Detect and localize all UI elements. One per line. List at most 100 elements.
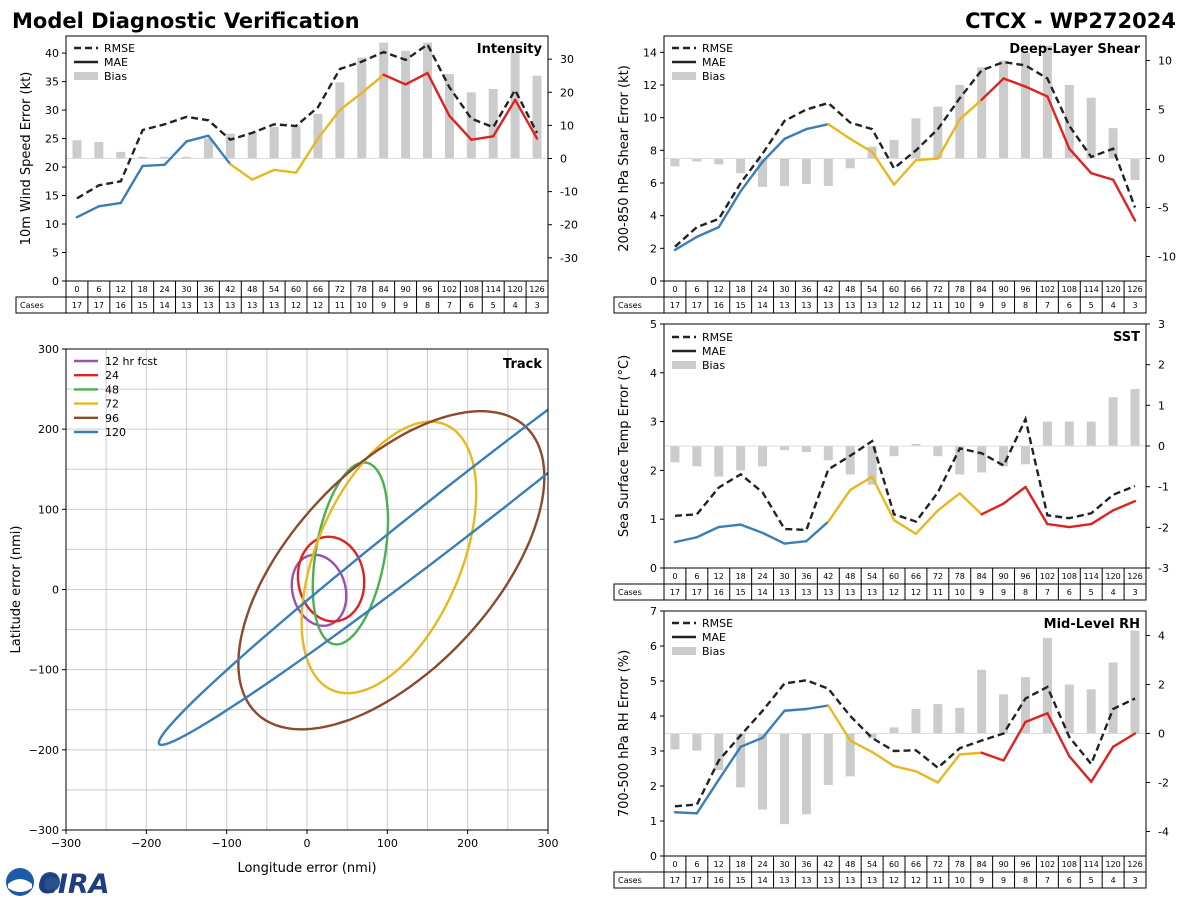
case-count-label: 7 xyxy=(1045,588,1050,597)
lead-time-label: 96 xyxy=(1020,285,1030,294)
case-count-label: 12 xyxy=(291,301,301,310)
lead-time-label: 42 xyxy=(823,285,833,294)
bias-bar xyxy=(160,156,170,159)
y-tick-label: 0 xyxy=(650,562,657,575)
bias-bar xyxy=(999,446,1009,467)
case-count-label: 8 xyxy=(1023,588,1028,597)
lead-time-label: 102 xyxy=(442,285,457,294)
case-count-label: 10 xyxy=(357,301,367,310)
mae-line-segment xyxy=(251,168,276,181)
case-count-label: 17 xyxy=(692,301,702,310)
case-count-label: 7 xyxy=(1045,301,1050,310)
bias-bar xyxy=(1021,52,1030,159)
bias-bar xyxy=(692,446,702,467)
case-count-label: 17 xyxy=(670,588,680,597)
mae-line-segment xyxy=(1046,522,1071,529)
case-count-label: 17 xyxy=(670,301,680,310)
lead-time-label: 66 xyxy=(911,572,921,581)
globe-icon xyxy=(40,872,60,892)
bias-bar xyxy=(670,733,680,750)
bias-bar xyxy=(955,707,965,734)
lead-time-label: 18 xyxy=(736,860,746,869)
y2-tick-label: -4 xyxy=(1158,826,1169,839)
y-tick-label: 3 xyxy=(650,745,657,758)
lead-time-label: 48 xyxy=(845,285,855,294)
case-count-label: 13 xyxy=(845,588,855,597)
lead-time-label: 24 xyxy=(757,285,767,294)
mae-line-segment xyxy=(849,475,874,492)
rmse-line xyxy=(674,415,1136,532)
case-count-label: 10 xyxy=(955,588,965,597)
error-ellipse-1 xyxy=(290,553,348,627)
bias-bar xyxy=(801,733,811,815)
case-count-label: 13 xyxy=(203,301,213,310)
x-tick-label: −100 xyxy=(212,837,242,850)
lead-time-label: 120 xyxy=(1105,860,1120,869)
bias-bar xyxy=(225,133,235,159)
mae-line-segment xyxy=(1024,485,1049,526)
case-count-label: 16 xyxy=(116,301,126,310)
mae-line-segment xyxy=(980,751,1005,762)
table-cases-header-cell xyxy=(613,583,665,601)
case-count-label: 9 xyxy=(1001,588,1006,597)
mae-line-segment xyxy=(1046,95,1071,150)
bias-bar xyxy=(313,113,323,159)
mae-line-segment xyxy=(717,523,742,529)
error-ellipse-5 xyxy=(237,410,546,731)
bias-bar xyxy=(1108,397,1118,446)
mae-line-segment xyxy=(1111,732,1137,748)
mae-line-segment xyxy=(673,811,699,815)
mae-line-segment xyxy=(827,122,852,141)
lead-time-label: 102 xyxy=(1040,285,1055,294)
panel-title: Track xyxy=(503,357,542,372)
lead-time-label: 120 xyxy=(1105,285,1120,294)
legend-mae-label: MAE xyxy=(702,56,726,69)
case-count-label: 9 xyxy=(381,301,386,310)
y-tick-label: 0 xyxy=(52,275,59,288)
mae-line-segment xyxy=(827,488,852,523)
case-count-label: 15 xyxy=(736,301,746,310)
y2-tick-label: -10 xyxy=(560,186,578,199)
x-tick-label: 0 xyxy=(304,837,311,850)
case-count-label: 9 xyxy=(979,876,984,885)
lead-time-label: 30 xyxy=(779,572,789,581)
bias-bar xyxy=(736,158,746,174)
mae-line-segment xyxy=(382,73,407,86)
case-count-label: 13 xyxy=(867,876,877,885)
case-count-label: 15 xyxy=(138,301,148,310)
y2-tick-label: 10 xyxy=(560,119,574,132)
lead-time-label: 84 xyxy=(977,285,987,294)
bias-bar xyxy=(780,158,789,186)
lead-time-label: 72 xyxy=(933,285,943,294)
y-tick-label: 7 xyxy=(650,605,657,618)
bias-bar xyxy=(867,733,877,739)
y2-tick-label: -5 xyxy=(1158,202,1169,215)
lead-time-label: 108 xyxy=(1062,572,1077,581)
mae-line-segment xyxy=(761,709,786,739)
lead-time-label: 126 xyxy=(1127,285,1142,294)
case-count-label: 12 xyxy=(313,301,323,310)
case-count-label: 15 xyxy=(736,588,746,597)
panel-title: Intensity xyxy=(477,42,543,57)
lead-time-label: 120 xyxy=(507,285,522,294)
y-tick-label: 25 xyxy=(45,133,59,146)
lead-time-label: 30 xyxy=(181,285,191,294)
y-tick-label: 40 xyxy=(45,47,59,60)
y-tick-label: 100 xyxy=(38,503,59,516)
case-count-label: 16 xyxy=(714,588,724,597)
mae-line-segment xyxy=(870,475,896,522)
lead-time-label: 66 xyxy=(911,285,921,294)
case-count-label: 9 xyxy=(403,301,408,310)
legend-rmse-label: RMSE xyxy=(104,42,135,55)
case-count-label: 4 xyxy=(513,301,518,310)
mae-line-segment xyxy=(914,770,940,784)
lead-time-label: 60 xyxy=(889,860,899,869)
mae-line-segment xyxy=(513,98,539,140)
y-tick-label: 0 xyxy=(650,850,657,863)
table-cases-label: Cases xyxy=(618,301,642,310)
y2-tick-label: -1 xyxy=(1158,481,1169,494)
error-ellipse-3 xyxy=(311,461,390,646)
lead-time-label: 78 xyxy=(955,860,965,869)
lead-time-label: 12 xyxy=(714,860,724,869)
